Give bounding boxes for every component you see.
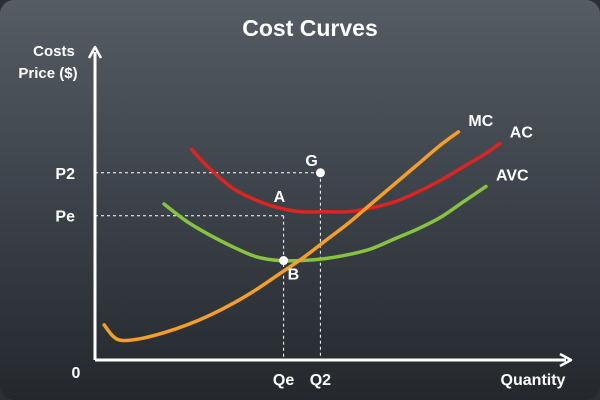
curve-label-mc: MC <box>468 113 493 130</box>
point-g <box>315 168 325 178</box>
y-tick-label-p2: P2 <box>55 166 75 183</box>
y-axis-label-costs: Costs <box>33 43 75 60</box>
x-axis-arrow <box>559 352 573 368</box>
point-label-b: B <box>288 267 300 284</box>
y-tick-label-pe: Pe <box>55 209 75 226</box>
y-axis-label-price: Price ($) <box>18 65 77 82</box>
x-tick-label-q2: Q2 <box>310 372 331 389</box>
curve-ac <box>189 141 502 214</box>
x-tick-label-qe: Qe <box>273 372 294 389</box>
curve-label-avc: AVC <box>496 167 529 184</box>
curve-mc <box>102 130 461 343</box>
curve-label-ac: AC <box>510 125 534 142</box>
point-b <box>279 256 289 266</box>
chart-title: Cost Curves <box>242 15 377 41</box>
point-label-a: A <box>274 189 286 206</box>
x-axis-label: Quantity <box>501 372 566 389</box>
y-axis-arrow <box>87 45 103 59</box>
point-label-g: G <box>305 153 317 170</box>
curve-avc <box>162 184 488 263</box>
origin-label: 0 <box>72 365 81 382</box>
